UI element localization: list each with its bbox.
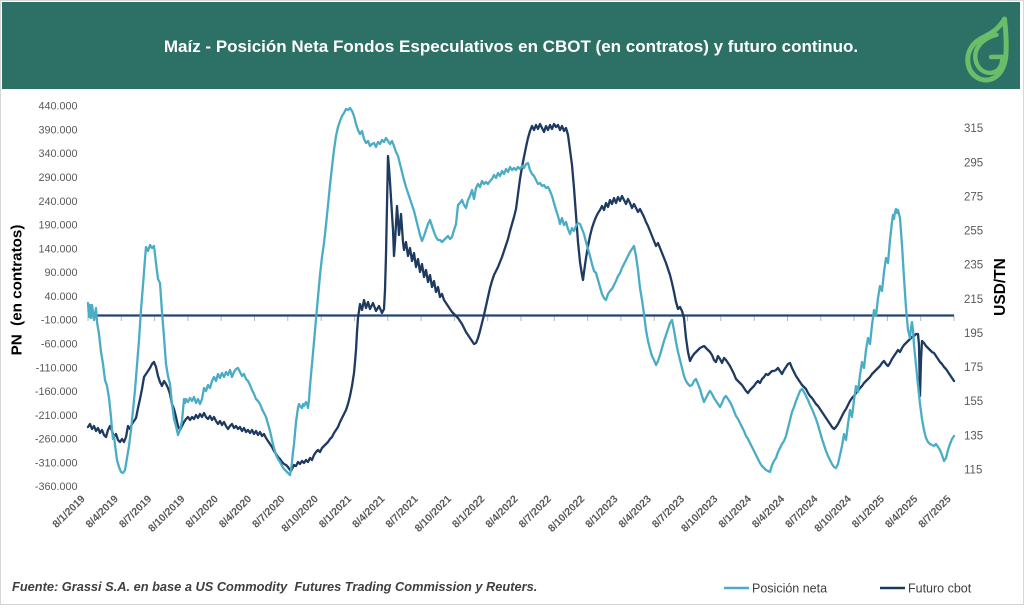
svg-text:8/10/2024: 8/10/2024 bbox=[812, 493, 854, 535]
svg-text:-110.000: -110.000 bbox=[36, 362, 78, 374]
svg-text:195: 195 bbox=[964, 328, 983, 340]
svg-text:8/10/2022: 8/10/2022 bbox=[546, 493, 588, 535]
svg-text:215: 215 bbox=[964, 294, 983, 306]
svg-text:8/1/2023: 8/1/2023 bbox=[583, 493, 620, 530]
svg-text:-210.000: -210.000 bbox=[35, 410, 78, 422]
svg-text:8/4/2023: 8/4/2023 bbox=[616, 493, 653, 530]
svg-text:8/7/2025: 8/7/2025 bbox=[916, 493, 953, 530]
svg-text:135: 135 bbox=[964, 430, 983, 442]
svg-text:255: 255 bbox=[964, 226, 983, 238]
svg-text:8/10/2019: 8/10/2019 bbox=[146, 493, 188, 535]
svg-text:8/4/2019: 8/4/2019 bbox=[84, 493, 121, 530]
svg-text:Futuro cbot: Futuro cbot bbox=[908, 582, 972, 596]
svg-text:8/10/2023: 8/10/2023 bbox=[679, 493, 721, 535]
svg-text:8/1/2024: 8/1/2024 bbox=[716, 493, 753, 530]
svg-text:8/1/2025: 8/1/2025 bbox=[850, 493, 887, 530]
svg-text:315: 315 bbox=[964, 123, 983, 135]
svg-text:USD/TN: USD/TN bbox=[992, 258, 1009, 316]
svg-text:8/4/2021: 8/4/2021 bbox=[350, 493, 387, 530]
svg-text:275: 275 bbox=[964, 191, 983, 203]
svg-text:8/1/2019: 8/1/2019 bbox=[50, 493, 87, 530]
svg-text:8/1/2020: 8/1/2020 bbox=[183, 493, 220, 530]
svg-text:240.000: 240.000 bbox=[38, 196, 77, 208]
svg-text:8/1/2021: 8/1/2021 bbox=[317, 493, 354, 530]
svg-text:115: 115 bbox=[964, 464, 982, 476]
svg-text:-360.000: -360.000 bbox=[35, 481, 78, 493]
svg-text:8/4/2025: 8/4/2025 bbox=[883, 493, 920, 530]
svg-text:PN (en contratos): PN (en contratos) bbox=[9, 225, 26, 356]
svg-text:-10.000: -10.000 bbox=[41, 315, 78, 327]
svg-text:175: 175 bbox=[964, 362, 983, 374]
svg-text:440.000: 440.000 bbox=[38, 101, 77, 113]
svg-text:Posición neta: Posición neta bbox=[752, 582, 827, 596]
svg-text:40.000: 40.000 bbox=[44, 291, 77, 303]
svg-text:155: 155 bbox=[964, 396, 983, 408]
svg-text:8/4/2022: 8/4/2022 bbox=[483, 493, 520, 530]
svg-text:295: 295 bbox=[964, 157, 983, 169]
svg-text:235: 235 bbox=[964, 260, 983, 272]
svg-text:-160.000: -160.000 bbox=[35, 386, 78, 398]
svg-text:-60.000: -60.000 bbox=[41, 339, 78, 351]
svg-text:190.000: 190.000 bbox=[38, 220, 77, 232]
svg-text:140.000: 140.000 bbox=[38, 243, 77, 255]
svg-text:90.000: 90.000 bbox=[44, 267, 77, 279]
svg-text:340.000: 340.000 bbox=[38, 148, 77, 160]
svg-text:-310.000: -310.000 bbox=[35, 458, 78, 470]
svg-text:8/1/2022: 8/1/2022 bbox=[450, 493, 487, 530]
svg-text:8/4/2024: 8/4/2024 bbox=[750, 493, 787, 530]
svg-text:-260.000: -260.000 bbox=[35, 434, 78, 446]
svg-text:290.000: 290.000 bbox=[38, 172, 77, 184]
svg-text:8/10/2020: 8/10/2020 bbox=[279, 493, 321, 535]
svg-text:8/10/2021: 8/10/2021 bbox=[413, 493, 455, 535]
svg-text:390.000: 390.000 bbox=[38, 124, 77, 136]
svg-text:8/4/2020: 8/4/2020 bbox=[217, 493, 254, 530]
